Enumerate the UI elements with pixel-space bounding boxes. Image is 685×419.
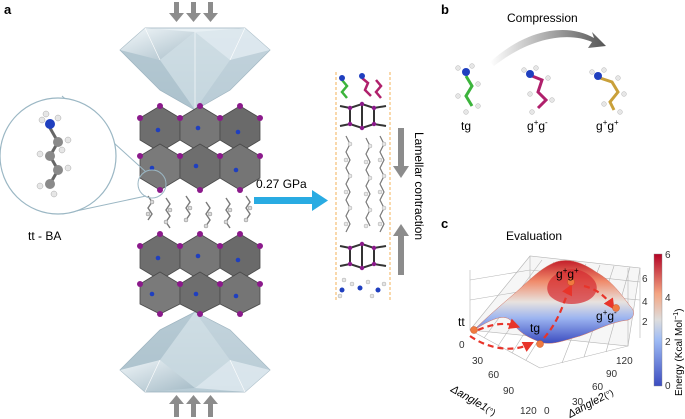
conformer-points — [470, 278, 620, 348]
molecule-zoom-callout — [0, 95, 167, 215]
down-arrow-icon — [169, 2, 184, 22]
conformer-label-gpgm: g+g- — [527, 118, 548, 133]
compressed-structure — [335, 72, 391, 302]
panel-c: c Evaluation — [441, 216, 685, 419]
lamellar-contraction-arrows — [393, 128, 409, 275]
colorbar-tick: 6 — [665, 250, 671, 261]
z-axis-ticks: 2 4 6 — [642, 274, 648, 328]
perovskite-upper-layer — [137, 103, 263, 193]
conformer-gpgm — [521, 65, 555, 115]
conformer-label-tg: tg — [461, 119, 471, 133]
point-gpgm — [612, 304, 620, 312]
energy-colorbar: 0 2 4 6 Energy (Kcal Mol−1) — [653, 250, 685, 396]
conformer-label-gpgp: g+g+ — [596, 118, 619, 133]
z-tick: 6 — [642, 274, 648, 285]
colorbar-label: Energy (Kcal Mol−1) — [673, 309, 685, 396]
colorbar-gradient — [653, 253, 663, 387]
point-gpgp — [567, 278, 575, 286]
point-label-tt: tt — [458, 315, 465, 329]
conformer-gpgp — [589, 67, 627, 115]
top-diamond-anvil — [119, 27, 271, 111]
up-arrow-icon — [169, 395, 184, 417]
colorbar-tick: 2 — [665, 337, 671, 348]
transition-pathway — [469, 284, 615, 352]
axis1-label: Δangle1(°) — [448, 383, 498, 419]
organic-spacer-atoms — [145, 199, 253, 229]
butylammonium-molecule-icon — [36, 110, 72, 198]
axis1-tick: 60 — [488, 370, 500, 381]
molecule-label: tt - BA — [28, 229, 61, 243]
up-arrow-icon — [393, 224, 409, 275]
axis2-tick: 90 — [606, 369, 618, 380]
panel-b-letter: b — [441, 2, 449, 17]
axis1-tick: 0 — [459, 340, 465, 351]
axis2-tick: 0 — [544, 406, 550, 417]
right-arrow-icon — [312, 190, 328, 211]
panel-a-letter: a — [4, 2, 12, 17]
axis1-tick: 120 — [520, 406, 537, 417]
down-arrow-icon — [393, 128, 409, 178]
axis2-tick: 60 — [592, 382, 604, 393]
z-tick: 2 — [642, 317, 648, 328]
bottom-diamond-anvil — [119, 311, 271, 393]
point-label-gpgp: g+g+ — [556, 266, 579, 281]
point-tt — [470, 326, 478, 334]
down-arrow-icon — [203, 2, 218, 22]
top-compression-arrows — [169, 2, 218, 22]
point-label-tg: tg — [530, 321, 540, 335]
pressure-label: 0.27 GPa — [256, 177, 307, 191]
perovskite-lower-layer — [137, 231, 263, 317]
down-arrow-icon — [186, 2, 201, 22]
axis1-ticks: 0 30 60 90 120 — [459, 340, 537, 417]
compression-title: Compression — [507, 11, 578, 25]
panel-a: a — [0, 2, 426, 417]
colorbar-tick: 4 — [665, 293, 671, 304]
point-label-gpgm: g+g- — [596, 308, 617, 323]
organic-spacer-chains — [147, 195, 251, 229]
up-arrow-icon — [203, 395, 218, 417]
bottom-compression-arrows — [169, 395, 218, 417]
conformer-tg — [455, 63, 481, 115]
axis2-tick: 120 — [616, 356, 633, 367]
panel-c-letter: c — [441, 216, 448, 231]
panel-b: b Compression tg g+g- — [441, 2, 627, 133]
evaluation-title: Evaluation — [506, 229, 562, 243]
colorbar-tick: 0 — [665, 381, 671, 392]
up-arrow-icon — [186, 395, 201, 417]
highlighted-conformers-top — [339, 73, 383, 99]
axis2-tick: 30 — [572, 397, 584, 408]
z-tick: 4 — [642, 297, 648, 308]
axis2-ticks: 0 30 60 90 120 — [544, 356, 633, 417]
compression-arrow-icon — [490, 29, 606, 66]
contraction-label: Lamellar contraction — [412, 132, 426, 240]
point-tg — [536, 340, 544, 348]
axis1-tick: 30 — [472, 356, 484, 367]
axis1-tick: 90 — [503, 386, 515, 397]
pressure-arrow — [254, 190, 328, 211]
